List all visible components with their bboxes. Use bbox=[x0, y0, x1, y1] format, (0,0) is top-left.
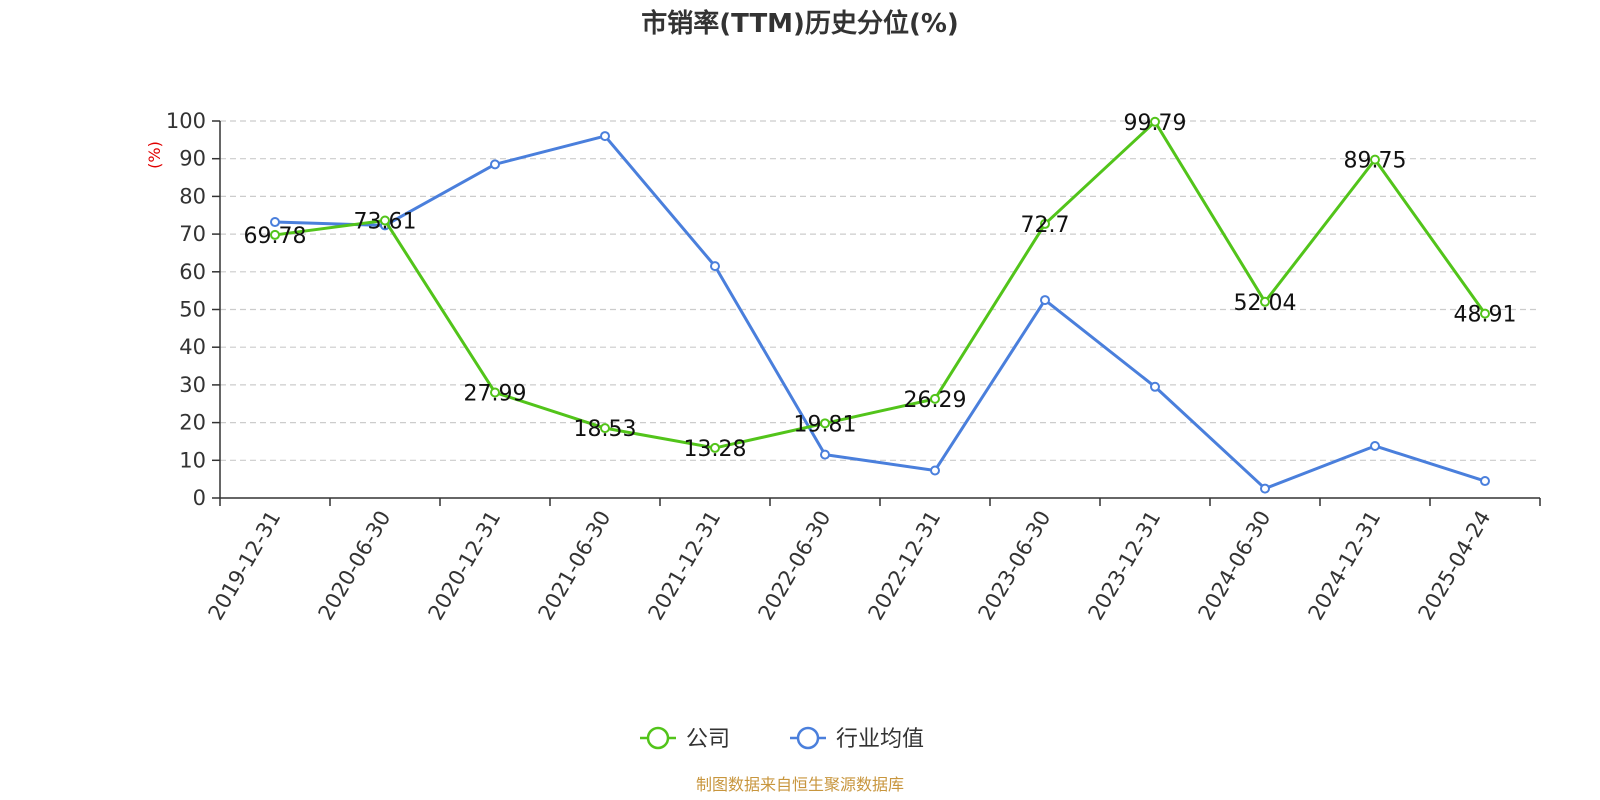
axes: 0 10 20 30 40 50 60 70 80 90 100 2019-12-31 2020-06-… bbox=[166, 109, 1541, 625]
legend-item-company[interactable]: 公司 bbox=[640, 726, 730, 752]
legend[interactable]: 公司 行业均值 bbox=[640, 726, 924, 752]
data-point bbox=[820, 449, 830, 460]
series-layer bbox=[270, 116, 1490, 494]
data-point bbox=[270, 229, 280, 240]
x-tick-label: 2019-12-31 bbox=[204, 507, 286, 625]
data-point bbox=[1370, 440, 1380, 451]
x-tick-label: 2020-06-30 bbox=[314, 507, 396, 625]
data-label: 27.99 bbox=[464, 381, 527, 406]
data-point bbox=[270, 217, 280, 228]
x-tick-label: 2022-12-31 bbox=[864, 507, 946, 625]
y-tick-label: 40 bbox=[179, 335, 206, 359]
data-label: 26.29 bbox=[904, 388, 967, 413]
data-label: 89.75 bbox=[1344, 149, 1407, 174]
x-tick-label: 2021-12-31 bbox=[644, 507, 726, 625]
data-label: 72.7 bbox=[1021, 213, 1070, 238]
x-tick-label: 2021-06-30 bbox=[534, 507, 616, 625]
data-point bbox=[1480, 308, 1490, 319]
data-label: 69.78 bbox=[244, 224, 307, 249]
data-point bbox=[930, 465, 940, 476]
y-axis-unit: (%) bbox=[145, 141, 164, 169]
data-labels: 69.78 73.61 27.99 18.53 13.28 19.81 26.29 72.7 9… bbox=[244, 111, 1517, 462]
y-tick-label: 100 bbox=[166, 109, 206, 133]
y-tick-label: 60 bbox=[179, 260, 206, 284]
data-point bbox=[1260, 483, 1270, 494]
data-point bbox=[1040, 295, 1050, 306]
x-tick-label: 2024-06-30 bbox=[1194, 507, 1276, 625]
y-tick-label: 30 bbox=[179, 373, 206, 397]
legend-label: 公司 bbox=[686, 727, 730, 752]
y-tick-label: 90 bbox=[179, 147, 206, 171]
data-point bbox=[820, 418, 830, 429]
data-point bbox=[380, 215, 390, 226]
data-point bbox=[600, 423, 610, 434]
x-tick-label: 2023-06-30 bbox=[974, 507, 1056, 625]
series-company bbox=[270, 116, 1490, 453]
chart-title: 市销率(TTM)历史分位(%) bbox=[641, 8, 959, 39]
x-tick-label: 2022-06-30 bbox=[754, 507, 836, 625]
x-tick-label: 2025-04-24 bbox=[1414, 507, 1496, 625]
data-point bbox=[490, 387, 500, 398]
y-tick-label: 50 bbox=[179, 298, 206, 322]
data-point bbox=[1480, 476, 1490, 487]
y-tick-label: 20 bbox=[179, 411, 206, 435]
y-tick-label: 10 bbox=[179, 448, 206, 472]
data-source-note: 制图数据来自恒生聚源数据库 bbox=[696, 775, 904, 794]
series-line bbox=[274, 120, 1487, 450]
data-point bbox=[1260, 296, 1270, 307]
data-point bbox=[710, 442, 720, 453]
data-label: 52.04 bbox=[1234, 291, 1297, 316]
data-label: 99.79 bbox=[1124, 111, 1187, 136]
data-point bbox=[490, 159, 500, 170]
data-label: 18.53 bbox=[574, 417, 637, 442]
series-line bbox=[274, 134, 1486, 491]
data-point bbox=[1150, 116, 1160, 127]
data-label: 19.81 bbox=[794, 412, 857, 437]
y-tick-label: 0 bbox=[193, 486, 206, 510]
data-label: 48.91 bbox=[1454, 303, 1517, 328]
legend-label: 行业均值 bbox=[836, 727, 924, 752]
data-label: 13.28 bbox=[684, 437, 747, 462]
data-point bbox=[930, 393, 940, 404]
x-tick-label: 2023-12-31 bbox=[1084, 507, 1166, 625]
x-tick-label: 2024-12-31 bbox=[1304, 507, 1386, 625]
data-point bbox=[600, 131, 610, 142]
data-point bbox=[1150, 381, 1160, 392]
series-industry-average bbox=[270, 131, 1490, 494]
legend-marker-icon bbox=[646, 726, 670, 750]
legend-marker-icon bbox=[796, 726, 820, 750]
y-tick-label: 70 bbox=[179, 222, 206, 246]
legend-item-industry-average[interactable]: 行业均值 bbox=[790, 726, 924, 752]
data-point bbox=[1040, 218, 1050, 229]
data-point bbox=[1370, 154, 1380, 165]
x-tick-label: 2020-12-31 bbox=[424, 507, 506, 625]
gridlines bbox=[220, 120, 1540, 461]
data-label: 73.61 bbox=[354, 209, 417, 234]
y-tick-label: 80 bbox=[179, 184, 206, 208]
data-point bbox=[710, 261, 720, 272]
